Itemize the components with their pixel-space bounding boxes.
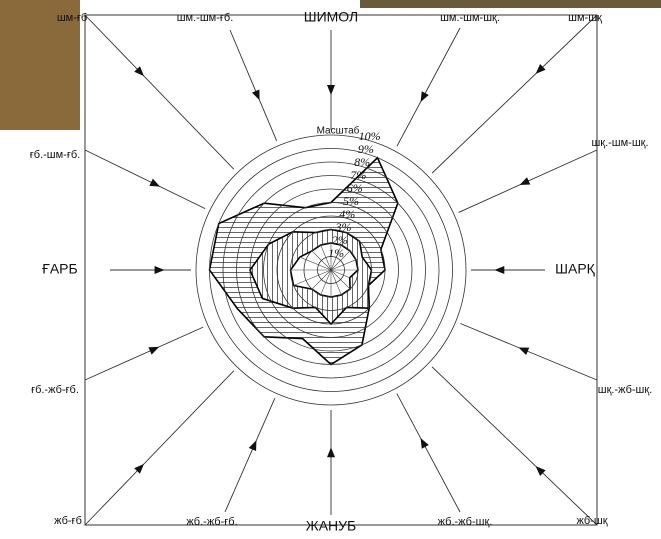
direction-label: шм-ғб — [57, 12, 87, 24]
direction-label: ШАРҚ — [555, 261, 596, 277]
scale-label: 1% — [328, 246, 344, 260]
direction-label: жб-ғб — [54, 515, 82, 527]
direction-label: жб.-жб-ғб. — [186, 516, 237, 528]
direction-label: ғб.-шм-ғб. — [30, 149, 80, 161]
scale-label: 6% — [347, 181, 363, 195]
scale-label: 9% — [358, 142, 374, 156]
direction-label: шм.-шм-шқ. — [440, 12, 500, 24]
scale-title: Масштаб — [317, 125, 360, 137]
direction-label: ШИМОЛ — [304, 9, 358, 25]
direction-label: жб-шқ — [576, 515, 607, 527]
scale-label: 10% — [359, 129, 381, 143]
scale-label: 5% — [343, 194, 359, 208]
scale-label: 2% — [332, 233, 348, 247]
direction-label: шм-шқ — [568, 12, 602, 24]
scale-label: 4% — [339, 207, 355, 221]
direction-label: жб.-жб-шқ. — [438, 516, 493, 528]
direction-label: ғб.-жб-ғб. — [31, 384, 79, 396]
scale-label: 7% — [350, 168, 366, 182]
scale-label: 3% — [335, 220, 352, 234]
scale-label: 8% — [354, 155, 370, 169]
direction-label: шм.-шм-ғб. — [177, 12, 234, 24]
direction-label: шқ.-шм-шқ. — [591, 137, 648, 149]
direction-label: ҒАРБ — [42, 261, 77, 277]
photo-fragment — [360, 0, 661, 8]
direction-label: шқ.-жб-шқ. — [598, 384, 653, 396]
chart: ШИМОЛ шм.-шм-шқ. шм-шқ шқ.-шм-шқ. ШАРҚ шқ.-жб… — [0, 0, 661, 539]
direction-label: ЖАНУБ — [306, 518, 356, 534]
